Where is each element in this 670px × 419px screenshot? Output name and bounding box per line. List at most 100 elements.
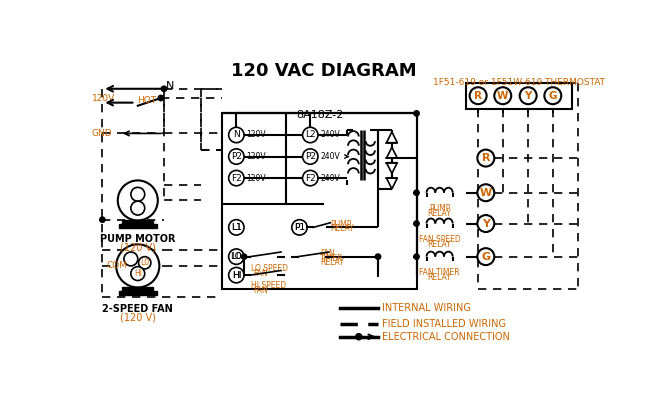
Circle shape [241, 254, 247, 259]
Polygon shape [387, 132, 397, 143]
Text: R: R [482, 153, 490, 163]
Circle shape [477, 184, 494, 201]
Text: 120 VAC DIAGRAM: 120 VAC DIAGRAM [231, 62, 417, 80]
Text: FAN: FAN [253, 269, 268, 278]
Text: (120 V): (120 V) [120, 242, 155, 252]
Circle shape [494, 87, 511, 104]
Text: RELAY: RELAY [427, 240, 452, 249]
Text: P2: P2 [231, 152, 242, 161]
Text: INTERNAL WIRING: INTERNAL WIRING [382, 303, 471, 313]
Text: RELAY: RELAY [427, 273, 452, 282]
Polygon shape [387, 147, 397, 158]
Text: G: G [549, 91, 557, 101]
Text: COM: COM [107, 261, 128, 270]
Text: PUMP: PUMP [429, 204, 450, 213]
Circle shape [470, 87, 486, 104]
Circle shape [228, 249, 244, 264]
Circle shape [228, 220, 244, 235]
Text: N: N [233, 130, 240, 140]
Polygon shape [387, 163, 397, 173]
Text: LO: LO [230, 252, 242, 261]
Circle shape [303, 149, 318, 164]
Circle shape [228, 127, 244, 143]
Polygon shape [387, 178, 397, 189]
Circle shape [228, 171, 244, 186]
Text: G: G [481, 252, 490, 261]
Circle shape [414, 190, 419, 195]
Circle shape [477, 215, 494, 232]
Text: F2: F2 [305, 173, 316, 183]
Text: 8A18Z-2: 8A18Z-2 [296, 110, 343, 119]
Text: 120V: 120V [247, 173, 266, 183]
Circle shape [100, 217, 105, 222]
Text: GND: GND [92, 129, 112, 138]
Text: W: W [497, 91, 509, 101]
Circle shape [477, 248, 494, 265]
Circle shape [124, 252, 138, 266]
Text: RELAY: RELAY [427, 209, 452, 218]
Text: 2-SPEED FAN: 2-SPEED FAN [103, 304, 173, 314]
Circle shape [292, 220, 307, 235]
Circle shape [414, 254, 419, 259]
Text: FAN TIMER: FAN TIMER [419, 268, 460, 277]
Text: L0: L0 [231, 252, 242, 261]
Text: L1: L1 [231, 223, 242, 232]
Text: 120V: 120V [247, 152, 266, 161]
Bar [123, 287, 153, 291]
Text: 1F51-619 or 1F51W-619 THERMOSTAT: 1F51-619 or 1F51W-619 THERMOSTAT [433, 78, 605, 87]
Text: HI: HI [232, 271, 241, 279]
Text: 240V: 240V [320, 173, 340, 183]
Text: TIMER: TIMER [320, 253, 344, 263]
Circle shape [131, 187, 145, 201]
Circle shape [544, 87, 561, 104]
Circle shape [139, 257, 151, 269]
Text: 120V: 120V [247, 130, 266, 140]
Text: LO SPEED: LO SPEED [251, 264, 288, 273]
Circle shape [118, 181, 158, 220]
Text: F2: F2 [231, 173, 242, 183]
Circle shape [303, 127, 318, 143]
Text: Y: Y [525, 91, 532, 101]
Text: FAN: FAN [320, 249, 335, 258]
Text: (120 V): (120 V) [120, 312, 155, 322]
Circle shape [356, 334, 362, 340]
Text: P1: P1 [294, 223, 305, 232]
Text: RELAY: RELAY [320, 258, 344, 267]
Text: HI: HI [134, 269, 142, 278]
Text: L1: L1 [231, 223, 242, 232]
Bar [119, 291, 157, 295]
Circle shape [477, 150, 494, 166]
Text: RELAY: RELAY [330, 224, 354, 233]
Bar [222, 114, 417, 289]
Text: PUMP MOTOR: PUMP MOTOR [100, 234, 176, 244]
Circle shape [520, 87, 537, 104]
Text: PUMP: PUMP [330, 220, 352, 229]
Text: R: R [474, 91, 482, 101]
Text: L0: L0 [140, 258, 149, 267]
Text: FAN: FAN [253, 286, 268, 295]
Text: N: N [166, 81, 175, 91]
Text: 120V: 120V [92, 93, 115, 103]
Bar [123, 220, 153, 224]
Circle shape [228, 149, 244, 164]
Circle shape [131, 266, 145, 280]
Text: Y: Y [482, 219, 490, 228]
Circle shape [161, 86, 167, 91]
Circle shape [414, 111, 419, 116]
Bar [119, 224, 157, 228]
Text: L2: L2 [305, 130, 316, 140]
Text: P1: P1 [294, 223, 305, 232]
Text: FAN SPEED: FAN SPEED [419, 235, 460, 244]
Circle shape [375, 254, 381, 259]
Circle shape [116, 244, 159, 287]
Text: FIELD INSTALLED WIRING: FIELD INSTALLED WIRING [382, 318, 506, 328]
Text: P2: P2 [305, 152, 316, 161]
Text: W: W [480, 188, 492, 198]
Bar [466, 83, 572, 109]
Text: HI: HI [232, 271, 241, 279]
Text: HOT: HOT [137, 96, 156, 105]
Circle shape [131, 201, 145, 215]
Circle shape [303, 171, 318, 186]
Circle shape [414, 221, 419, 226]
Circle shape [158, 96, 163, 101]
